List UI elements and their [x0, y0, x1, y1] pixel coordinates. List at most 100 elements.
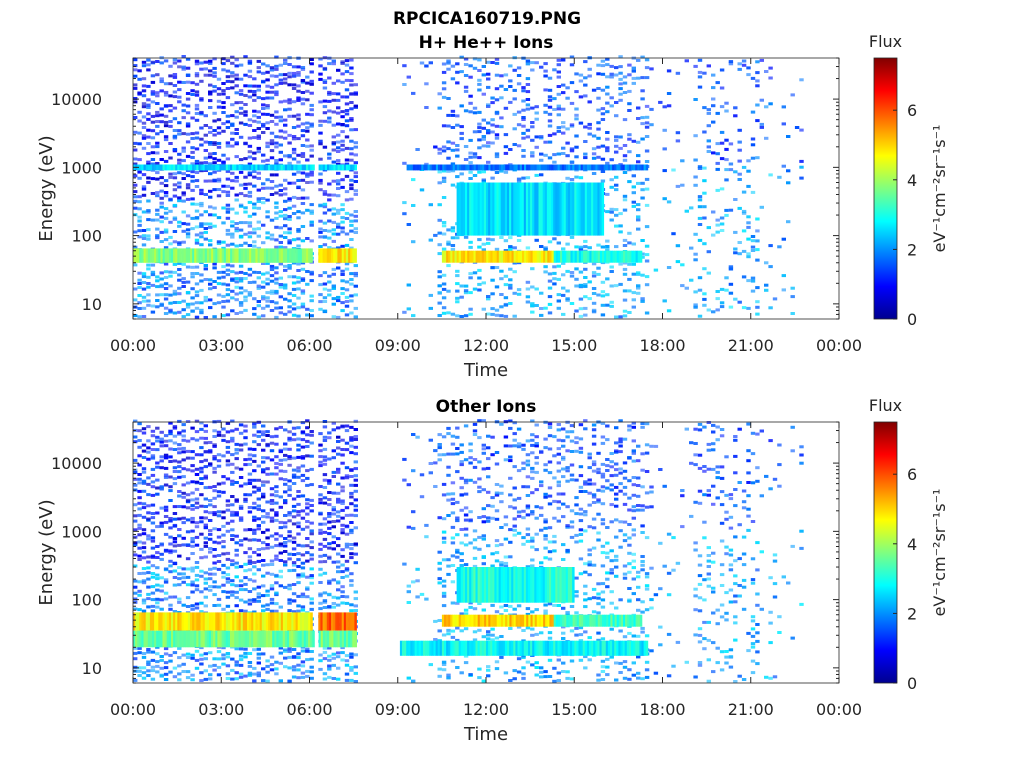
- flux-cell: [133, 564, 138, 568]
- flux-cell: [185, 656, 191, 659]
- flux-cell: [706, 226, 711, 230]
- flux-cell: [221, 434, 226, 438]
- flux-cell: [265, 261, 270, 265]
- flux-band-3: [301, 164, 305, 171]
- flux-cell: [159, 205, 164, 209]
- flux-cell: [516, 110, 522, 114]
- flux-cell: [724, 147, 729, 151]
- flux-cell: [137, 235, 142, 239]
- flux-cell: [296, 437, 301, 441]
- flux-cell: [194, 131, 200, 135]
- flux-cell: [278, 81, 283, 85]
- flux-cell: [291, 204, 297, 208]
- flux-cell: [261, 460, 266, 464]
- flux-cell: [644, 177, 650, 181]
- flux-cell: [177, 505, 182, 508]
- x-tick-label: 18:00: [639, 336, 685, 355]
- flux-cell: [318, 181, 323, 185]
- flux-cell: [472, 174, 478, 177]
- flux-cell: [622, 309, 628, 313]
- flux-cell: [327, 526, 332, 530]
- flux-cell: [247, 281, 253, 284]
- flux-cell: [208, 282, 213, 286]
- flux-cell: [146, 457, 151, 461]
- flux-cell: [230, 590, 235, 594]
- flux-cell: [155, 426, 160, 430]
- flux-cell: [283, 264, 288, 268]
- flux-cell: [274, 442, 279, 446]
- flux-cell: [309, 220, 314, 224]
- flux-cell: [243, 221, 248, 225]
- flux-cell: [234, 647, 239, 651]
- flux-cell: [261, 159, 266, 163]
- flux-cell: [177, 220, 182, 224]
- flux-cell: [675, 184, 681, 188]
- flux-band-3: [253, 164, 256, 171]
- flux-cell: [547, 302, 553, 306]
- flux-cell: [247, 598, 253, 602]
- flux-cell: [185, 232, 191, 236]
- flux-cell: [309, 239, 314, 243]
- flux-cell: [309, 670, 314, 674]
- flux-cell: [693, 134, 698, 138]
- flux-cell: [283, 236, 288, 239]
- flux-cell: [300, 438, 306, 442]
- flux-cell: [278, 534, 283, 538]
- flux-cell: [689, 278, 694, 282]
- flux-cell: [287, 98, 292, 102]
- flux-cell: [349, 475, 354, 478]
- flux-cell: [247, 578, 253, 582]
- flux-cell: [230, 103, 235, 107]
- flux-cell: [609, 210, 614, 214]
- flux-cell: [728, 265, 734, 269]
- flux-cell: [181, 505, 186, 509]
- flux-cell: [424, 523, 429, 527]
- flux-cell: [455, 282, 460, 286]
- flux-cell: [331, 286, 336, 290]
- flux-cell: [212, 161, 217, 165]
- flux-cell: [702, 179, 707, 183]
- flux-cell: [133, 141, 138, 145]
- flux-cell: [230, 232, 235, 236]
- flux-cell: [455, 148, 460, 152]
- flux-band-1: [304, 248, 307, 263]
- flux-cell: [547, 295, 553, 299]
- flux-cell: [424, 106, 429, 109]
- flux-cell: [340, 95, 345, 99]
- flux-cell: [477, 288, 482, 292]
- flux-cell: [238, 106, 244, 110]
- flux-band-1: [270, 248, 273, 263]
- flux-cell: [309, 597, 314, 601]
- flux-cell: [265, 430, 270, 434]
- flux-cell: [539, 245, 544, 248]
- flux-cell: [746, 169, 751, 173]
- flux-cell: [168, 519, 173, 523]
- flux-cell: [300, 122, 306, 126]
- flux-cell: [336, 482, 341, 486]
- flux-cell: [256, 507, 261, 511]
- flux-cell: [631, 185, 636, 189]
- flux-cell: [155, 486, 160, 490]
- flux-cell: [269, 458, 275, 462]
- flux-cell: [450, 236, 456, 240]
- flux-cell: [194, 72, 200, 76]
- flux-cell: [269, 274, 275, 278]
- flux-band-6: [456, 182, 460, 236]
- flux-cell: [336, 677, 341, 681]
- flux-cell: [265, 589, 270, 593]
- flux-band-4: [517, 250, 521, 263]
- flux-cell: [274, 173, 279, 177]
- flux-band-1: [266, 248, 269, 263]
- flux-cell: [631, 76, 636, 80]
- flux-cell: [755, 217, 760, 221]
- flux-cell: [243, 299, 248, 303]
- flux-cell: [486, 141, 491, 145]
- flux-band-7: [530, 164, 533, 171]
- flux-cell: [583, 94, 588, 98]
- flux-cell: [583, 306, 588, 310]
- flux-cell: [305, 512, 310, 516]
- flux-cell: [349, 219, 354, 223]
- flux-cell: [212, 66, 217, 70]
- flux-cell: [265, 106, 270, 110]
- flux-band-3: [147, 164, 151, 171]
